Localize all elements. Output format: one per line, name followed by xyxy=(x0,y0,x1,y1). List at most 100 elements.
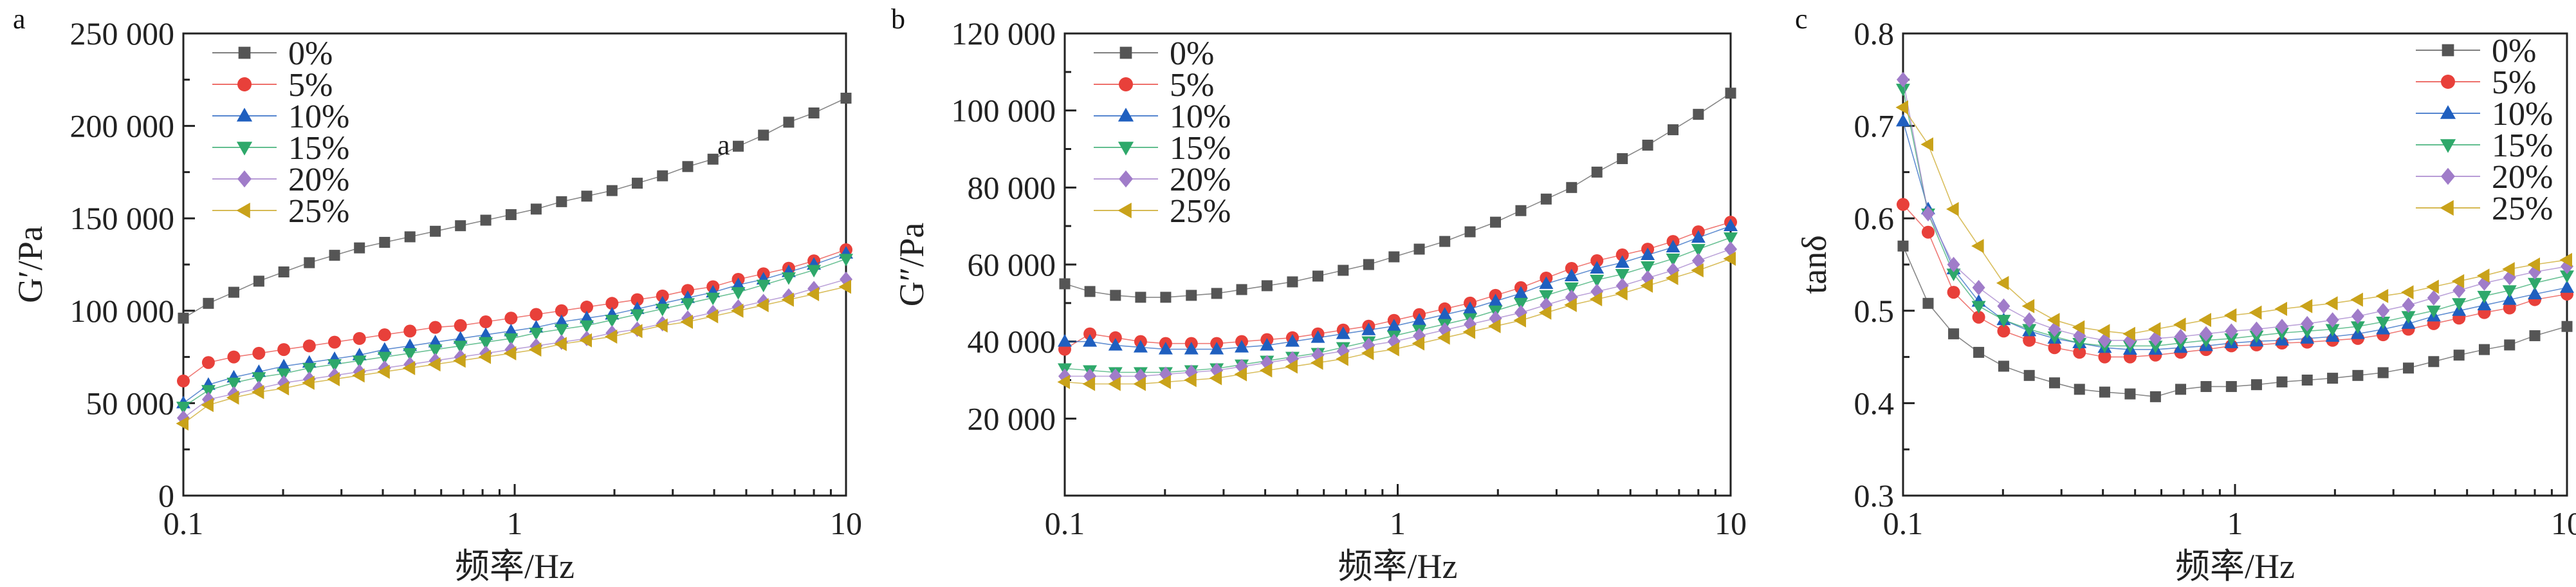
x-axis: 0.1 1 10 xyxy=(163,484,862,541)
data-point xyxy=(2529,330,2541,342)
data-point xyxy=(2072,320,2085,335)
legend-marker xyxy=(2441,167,2455,185)
data-point xyxy=(1109,331,1122,344)
x-axis: 0.1 1 10 xyxy=(1045,484,1747,541)
data-point xyxy=(1691,230,1706,243)
data-point xyxy=(1160,292,1172,303)
data-point xyxy=(1897,198,1909,211)
data-point xyxy=(2477,290,2492,304)
data-point xyxy=(504,333,519,346)
series-5 xyxy=(1057,252,1736,391)
legend: 0%5%10%15%20%25% xyxy=(2416,33,2553,227)
data-point xyxy=(2325,296,2338,311)
legend-marker xyxy=(1118,142,1134,156)
legend: 0%5%10%15%20%25% xyxy=(1094,35,1231,230)
data-point xyxy=(1565,261,1578,275)
data-point xyxy=(707,153,719,165)
data-point xyxy=(781,272,796,285)
data-point xyxy=(2427,290,2440,306)
data-point xyxy=(1488,319,1501,333)
y-axis-title: G″/Pa xyxy=(892,223,931,307)
legend-marker xyxy=(236,202,250,219)
legend-label: 10% xyxy=(288,98,349,135)
data-point xyxy=(1158,342,1173,355)
data-point xyxy=(403,348,418,361)
legend-marker xyxy=(1119,170,1133,188)
data-point xyxy=(554,324,569,337)
data-point xyxy=(1615,286,1628,301)
data-point xyxy=(580,320,594,333)
data-point xyxy=(604,330,618,344)
data-point xyxy=(1184,373,1197,387)
data-point xyxy=(2477,297,2492,311)
series-0 xyxy=(178,93,852,324)
data-point xyxy=(1691,244,1706,257)
data-point xyxy=(1591,166,1603,178)
x-tick-label: 1 xyxy=(507,505,523,541)
legend-label: 10% xyxy=(1170,98,1231,135)
data-point xyxy=(1336,351,1348,366)
data-point xyxy=(353,331,366,345)
data-point xyxy=(2351,308,2364,324)
data-point xyxy=(277,368,291,381)
data-point xyxy=(1896,84,1910,97)
data-point xyxy=(453,340,468,353)
data-point xyxy=(2276,376,2288,387)
data-point xyxy=(1108,377,1121,391)
series-line xyxy=(1064,93,1731,298)
data-point xyxy=(455,220,466,232)
data-point xyxy=(1996,315,2011,328)
data-point xyxy=(2502,262,2515,277)
data-point xyxy=(1725,88,1736,99)
data-point xyxy=(530,203,542,215)
data-point xyxy=(178,312,189,324)
series-3 xyxy=(176,254,853,415)
legend-marker xyxy=(1118,202,1132,219)
data-point xyxy=(630,309,645,322)
data-point xyxy=(2452,298,2467,311)
data-point xyxy=(1462,324,1476,339)
data-point xyxy=(807,265,822,278)
data-point xyxy=(2199,326,2213,342)
y-tick-label: 0.8 xyxy=(1854,15,1895,51)
data-point xyxy=(253,275,264,287)
data-point xyxy=(228,286,239,298)
data-point xyxy=(302,339,316,353)
data-point xyxy=(379,237,391,248)
legend-marker xyxy=(237,170,252,188)
data-point xyxy=(2299,299,2313,313)
y-tick-label: 80 000 xyxy=(968,169,1056,205)
data-point xyxy=(1513,297,1528,311)
legend-label: 0% xyxy=(288,35,333,72)
data-point xyxy=(2225,381,2237,393)
data-point xyxy=(1922,297,1934,309)
data-point xyxy=(1082,377,1096,391)
data-point xyxy=(1947,286,1960,299)
data-point xyxy=(731,277,746,290)
data-point xyxy=(554,337,567,351)
data-point xyxy=(2200,381,2212,393)
data-point xyxy=(1133,377,1146,391)
x-axis-title: 频率/Hz xyxy=(1338,547,1458,586)
x-tick-label: 10 xyxy=(830,505,862,541)
data-point xyxy=(2249,305,2262,320)
y-axis-title: tanδ xyxy=(1795,235,1834,294)
data-point xyxy=(328,335,342,349)
data-point xyxy=(2527,277,2542,291)
data-point xyxy=(1920,137,1933,152)
data-point xyxy=(1921,225,1935,239)
data-point xyxy=(2250,321,2263,337)
data-point xyxy=(1617,153,1628,164)
legend-marker xyxy=(1119,77,1133,91)
data-point xyxy=(1972,310,1985,324)
data-point xyxy=(682,161,694,172)
data-point xyxy=(1539,290,1554,303)
data-point xyxy=(1285,359,1298,374)
data-point xyxy=(2074,384,2085,395)
data-point xyxy=(1388,251,1400,263)
legend-label: 20% xyxy=(288,162,349,198)
data-point xyxy=(1186,290,1197,301)
data-point xyxy=(203,297,214,309)
data-point xyxy=(2250,379,2262,391)
data-point xyxy=(2527,257,2540,272)
